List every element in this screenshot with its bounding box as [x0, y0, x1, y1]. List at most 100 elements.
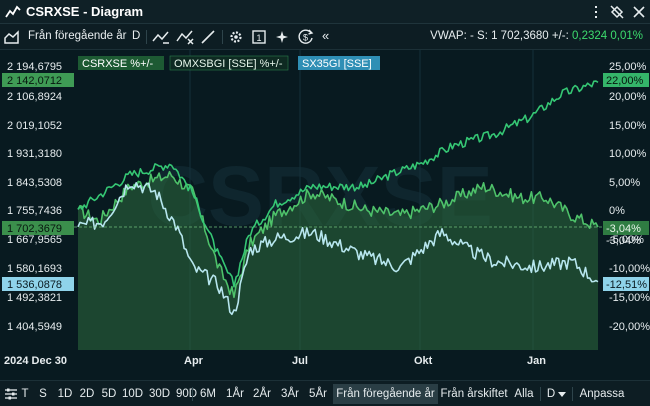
legend-item-omxsbgi: OMXSBGI [SSE] %+/- — [174, 58, 283, 70]
price-chart[interactable]: CSRXSE CSRXSE %+/- OMXSBGI [SSE] %+/- SX… — [0, 50, 650, 380]
right-axis-tick: -10,00% — [609, 263, 650, 275]
left-axis-tick: 1 755,7436 — [7, 205, 62, 217]
vwap-s-value: S: 1 702,3680 — [477, 30, 549, 42]
left-axis-current-omx-label: 2 142,0712 — [7, 75, 62, 87]
series-line-omxsbgi — [77, 80, 599, 288]
right-axis-current-csrxse — [603, 221, 649, 235]
period-bar: T S 1D 2D 5D 10D 30D 90D 6M 1År 2År 3År … — [0, 380, 650, 406]
right-axis-current-omx-label: 22,00% — [606, 75, 644, 87]
period-30D[interactable]: 30D — [148, 388, 171, 400]
right-axis-tick: 25,00% — [609, 61, 647, 73]
close-icon[interactable] — [632, 5, 646, 19]
period-3Ar[interactable]: 3År — [281, 388, 299, 400]
period-fran-foregaende-ar[interactable]: Från föregående år — [333, 384, 438, 404]
period-alla[interactable]: Alla — [514, 388, 534, 400]
left-axis: 2 194,6795 2 106,8924 2 019,1052 1 931,3… — [7, 61, 62, 333]
left-axis-current-csrxse-label: 1 702,3679 — [7, 223, 62, 235]
right-axis-current-csrxse-label: -3,04% — [606, 223, 641, 235]
x-axis-label: Jul — [292, 355, 308, 367]
title-bar: CSRXSE - Diagram — [0, 0, 650, 24]
window-title: CSRXSE - Diagram — [26, 4, 144, 19]
right-axis-tick: -5,00% — [609, 234, 644, 246]
chart-app-icon — [5, 5, 21, 18]
right-axis-tick-under-omx: 20,00% — [609, 91, 647, 103]
period-90D[interactable]: 90D — [175, 388, 198, 400]
period-1D[interactable]: 1D — [57, 388, 73, 400]
period-1Ar[interactable]: 1År — [226, 388, 244, 400]
chart-toolbar: Från föregående år D 1 $ « VWAP: - S: 1 … — [0, 24, 650, 50]
compare-icon[interactable] — [152, 29, 170, 45]
one-chart-icon[interactable]: 1 — [251, 29, 267, 45]
x-axis: 2024 Dec 30 Apr Jul Okt Jan — [4, 355, 546, 367]
x-axis-label: Okt — [414, 355, 433, 367]
period-2D[interactable]: 2D — [79, 388, 95, 400]
x-axis-label: Jan — [527, 355, 546, 367]
right-axis-tick: 0% — [609, 205, 625, 217]
period-selector[interactable]: Från föregående år — [28, 30, 127, 42]
period-5Ar[interactable]: 5År — [309, 388, 327, 400]
left-axis-current-csrxse — [2, 221, 74, 235]
series-line-csrxse — [77, 170, 599, 299]
period-T[interactable]: T — [21, 388, 29, 400]
right-axis-tick: 10,00% — [609, 148, 647, 160]
right-axis: 25,00% 15,00% 10,00% 5,00% 0% -5,00% -10… — [609, 61, 650, 333]
currency-refresh-icon[interactable]: $ — [297, 28, 315, 46]
left-axis-current-omx — [2, 73, 74, 87]
svg-text:1: 1 — [256, 33, 261, 43]
collapse-icon[interactable]: « — [322, 28, 330, 43]
period-S[interactable]: S — [39, 388, 47, 400]
vwap-change-pct: 0,01% — [610, 30, 643, 42]
settings-sliders-icon[interactable] — [4, 387, 18, 401]
left-axis-tick: 1 667,9565 — [7, 234, 62, 246]
gear-icon[interactable] — [228, 29, 244, 45]
vwap-label: VWAP: - — [430, 30, 474, 42]
svg-text:$: $ — [303, 33, 308, 43]
interval-dropdown[interactable]: D — [546, 388, 556, 400]
right-axis-tick: 15,00% — [609, 120, 647, 132]
x-axis-label: Apr — [184, 355, 204, 367]
left-axis-current-sx35 — [2, 277, 74, 291]
indicator-icon[interactable] — [176, 29, 194, 45]
right-axis-tick: 5,00% — [609, 177, 640, 189]
left-axis-tick: 1 931,3180 — [7, 148, 62, 160]
left-axis-tick: 1 492,3821 — [7, 292, 62, 304]
x-axis-label: 2024 Dec 30 — [4, 355, 67, 367]
legend-item-omxsbgi-bg — [169, 55, 289, 71]
period-fran-arskiftet[interactable]: Från årskiftet — [440, 388, 508, 400]
legend-item-sx35gi: SX35GI [SSE] — [302, 58, 372, 70]
period-5D[interactable]: 5D — [101, 388, 117, 400]
vwap-info: VWAP: - S: 1 702,3680 +/-: 0,2324 0,01% — [430, 30, 643, 42]
period-6M[interactable]: 6M — [200, 388, 216, 400]
left-axis-tick: 1 580,1693 — [7, 263, 62, 275]
vwap-change-abs: 0,2324 — [572, 30, 608, 42]
chart-canvas[interactable]: CSRXSE CSRXSE %+/- OMXSBGI [SSE] %+/- SX… — [0, 50, 650, 380]
menu-icon[interactable] — [590, 5, 602, 19]
legend-item-csrxse-bg — [78, 56, 164, 70]
period-10D[interactable]: 10D — [121, 388, 144, 400]
legend: CSRXSE %+/- OMXSBGI [SSE] %+/- SX35GI [S… — [78, 55, 380, 71]
series-line-sx35gi — [77, 182, 599, 316]
right-axis-tick: -15,00% — [609, 292, 650, 304]
vwap-change-label: +/-: — [551, 30, 569, 42]
right-axis-tick-under-csrxse: -3,04% — [606, 235, 641, 247]
left-axis-tick: 2 019,1052 — [7, 120, 62, 132]
interval-selector[interactable]: D — [132, 30, 141, 42]
right-axis-current-sx35 — [603, 277, 649, 291]
chevron-down-icon[interactable] — [558, 392, 566, 398]
right-axis-current-omx — [603, 73, 649, 87]
right-axis-tick: -20,00% — [609, 321, 650, 333]
area-chart-icon[interactable] — [4, 29, 20, 45]
series-area-csrxse — [78, 171, 598, 350]
customize-button[interactable]: Anpassa — [579, 388, 625, 400]
legend-item-sx35gi-bg — [298, 56, 380, 70]
sparkle-icon[interactable] — [274, 29, 290, 45]
link-off-icon[interactable] — [609, 4, 625, 20]
left-axis-tick: 2 194,6795 — [7, 61, 62, 73]
right-axis-current-sx35-label: -12,51% — [606, 279, 647, 291]
legend-item-csrxse: CSRXSE %+/- — [82, 58, 154, 70]
draw-line-icon[interactable] — [200, 29, 216, 45]
left-axis-tick: 2 106,8924 — [7, 91, 62, 103]
left-axis-current-sx35-label: 1 536,0878 — [7, 279, 62, 291]
period-2Ar[interactable]: 2År — [253, 388, 271, 400]
left-axis-tick: 1 404,5949 — [7, 321, 62, 333]
